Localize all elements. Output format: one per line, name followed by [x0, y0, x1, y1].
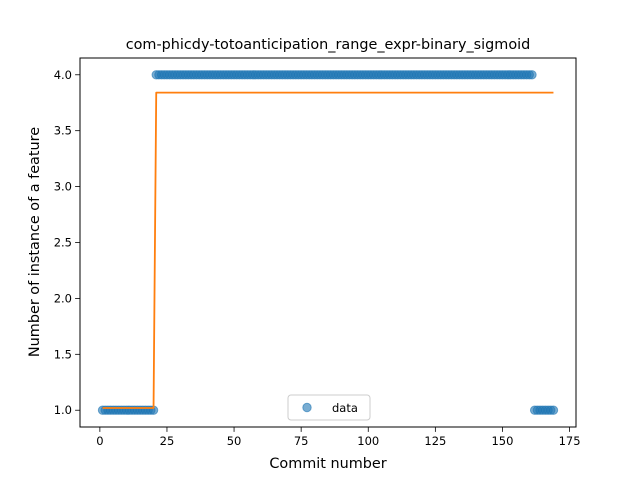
x-axis: 0 25 50 75 100 125 150 175 [96, 427, 581, 448]
y-tick-label: 3.0 [54, 180, 72, 194]
legend-label: data [332, 401, 358, 415]
y-tick-label: 2.0 [54, 291, 72, 305]
legend-box [287, 394, 371, 421]
x-tick-label: 25 [160, 434, 175, 448]
legend-marker [302, 402, 312, 413]
plot-area [79, 57, 577, 428]
y-tick-label: 1.5 [54, 347, 72, 361]
x-tick-label: 0 [96, 434, 103, 448]
fit-line [102, 91, 554, 409]
y-axis-label: Number of instance of a feature [27, 127, 43, 357]
legend: data [287, 394, 371, 421]
x-tick-label: 150 [491, 434, 513, 448]
y-tick-label: 2.5 [54, 236, 72, 250]
y-axis: 1.0 1.5 2.0 2.5 3.0 3.5 4.0 [54, 68, 80, 417]
chart-title: com-phicdy-totoanticipation_range_expr-b… [126, 37, 531, 53]
x-tick-label: 125 [424, 434, 446, 448]
y-tick-label: 4.0 [54, 68, 72, 82]
x-axis-label: Commit number [269, 456, 386, 472]
x-tick-label: 175 [559, 434, 581, 448]
y-tick-label: 1.0 [54, 403, 72, 417]
x-tick-label: 50 [227, 434, 242, 448]
x-tick-label: 75 [294, 434, 309, 448]
data-point [527, 70, 537, 80]
y-tick-label: 3.5 [54, 124, 72, 138]
data-point [548, 405, 559, 415]
x-tick-label: 100 [357, 434, 379, 448]
